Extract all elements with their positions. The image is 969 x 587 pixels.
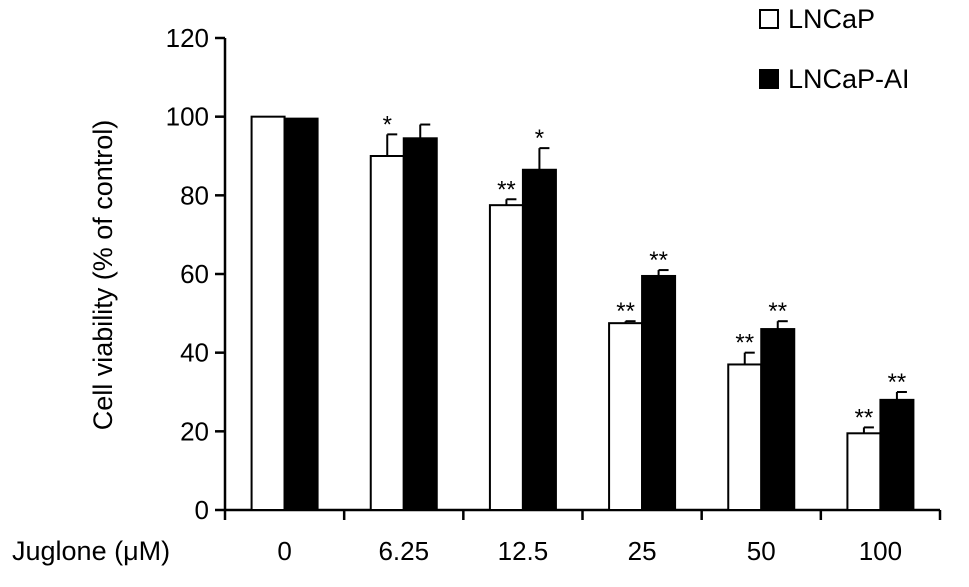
error-bars: [386, 123, 907, 434]
bar-lncap-ai-25: [641, 274, 677, 512]
x-tick-label-6.25: 6.25: [378, 536, 429, 566]
bar-lncap-ai-100: [879, 398, 915, 511]
bar-lncap-50: [727, 363, 763, 512]
legend-swatch-lncap-ai: [759, 69, 779, 89]
significance-lncap-50: **: [735, 330, 754, 357]
y-tick-label-0: 0: [195, 495, 209, 525]
legend-label-lncap-ai: LNCaP-AI: [788, 64, 910, 94]
significance-lncap-100: **: [855, 404, 874, 431]
bar-lncap-12.5: [488, 204, 524, 512]
bar-lncap-6.25: [369, 155, 405, 511]
significance-lncap-6.25: *: [383, 111, 392, 138]
y-axis-title: Cell viability (% of control): [88, 120, 118, 431]
bar-lncap-ai-6.25: [402, 137, 438, 512]
x-tick-label-25: 25: [628, 536, 657, 566]
significance-lncap-ai-50: **: [768, 298, 787, 325]
y-tick-label-60: 60: [180, 259, 209, 289]
bar-lncap-ai-50: [760, 328, 796, 512]
legend-label-lncap: LNCaP: [788, 4, 875, 34]
y-tick-label-20: 20: [180, 416, 209, 446]
y-tick-label-100: 100: [166, 102, 209, 132]
significance-lncap-ai-100: **: [888, 369, 907, 396]
legend-swatch-lncap: [759, 9, 779, 29]
y-tick-label-80: 80: [180, 180, 209, 210]
x-tick-label-50: 50: [747, 536, 776, 566]
bar-lncap-ai-12.5: [521, 168, 557, 511]
significance-labels: ****************: [383, 111, 907, 431]
significance-lncap-25: **: [616, 298, 635, 325]
x-tick-label-0: 0: [277, 536, 291, 566]
y-tick-label-120: 120: [166, 23, 209, 53]
significance-lncap-ai-12.5: *: [535, 125, 544, 152]
bars: [250, 115, 915, 512]
axes: [215, 36, 942, 520]
bar-lncap-0: [250, 115, 286, 512]
x-tick-label-12.5: 12.5: [498, 536, 549, 566]
y-tick-label-40: 40: [180, 338, 209, 368]
tick-labels: 0 20 40 60 80 100 120 0 6.25 12.5 25 50 100: [166, 23, 903, 566]
legend: LNCaP LNCaP-AI: [759, 4, 910, 94]
bar-lncap-100: [846, 432, 882, 511]
bar-lncap-25: [608, 322, 644, 511]
significance-lncap-12.5: **: [497, 176, 516, 203]
x-tick-label-100: 100: [859, 536, 902, 566]
x-axis-title: Juglone (μM): [12, 536, 170, 566]
bar-lncap-ai-0: [283, 117, 319, 511]
significance-lncap-ai-25: **: [649, 247, 668, 274]
